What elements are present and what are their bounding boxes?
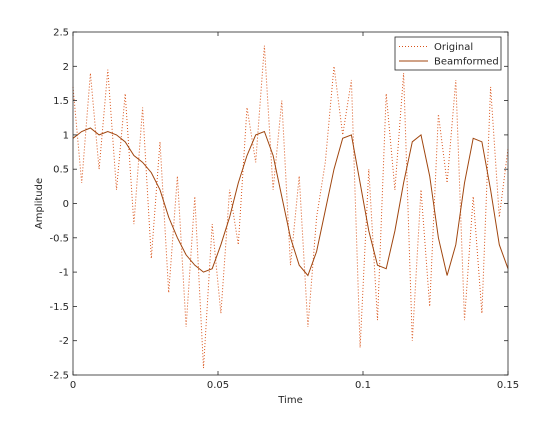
y-tick-label: 1 bbox=[63, 130, 69, 141]
x-axis-label: Time bbox=[277, 395, 302, 406]
x-tick-label: 0 bbox=[70, 380, 76, 391]
y-tick-label: 0.5 bbox=[53, 165, 69, 176]
x-tick-label: 0.05 bbox=[207, 380, 229, 391]
y-tick-label: 0 bbox=[63, 199, 69, 210]
y-tick-label: -2.5 bbox=[49, 371, 69, 382]
series-line-beamformed bbox=[72, 127, 509, 277]
y-tick-label: -1.5 bbox=[49, 302, 69, 313]
x-tick-label: 0.15 bbox=[497, 380, 519, 391]
y-axis-label: Amplitude bbox=[34, 178, 45, 229]
y-tick-label: -1 bbox=[59, 268, 69, 279]
y-tick-label: -0.5 bbox=[49, 233, 69, 244]
y-tick-label: -2 bbox=[59, 336, 69, 347]
axis-layer: 0 0.05 0.1 0.15 -2.5 -2 -1.5 -1 -0.5 0 0.5 1 1.5 2 2.5 bbox=[49, 28, 519, 392]
series-layer bbox=[72, 45, 509, 369]
legend-label-beamformed: Beamformed bbox=[434, 57, 499, 68]
legend: Original Beamformed bbox=[394, 36, 502, 71]
legend-box bbox=[394, 36, 502, 71]
y-tick-label: 2 bbox=[63, 62, 69, 73]
y-tick-label: 1.5 bbox=[53, 96, 69, 107]
y-tick-label: 2.5 bbox=[53, 28, 69, 39]
legend-label-original: Original bbox=[434, 42, 473, 53]
plot-area-frame bbox=[72, 31, 509, 376]
series-line-original bbox=[72, 45, 509, 369]
x-tick-label: 0.1 bbox=[355, 380, 371, 391]
